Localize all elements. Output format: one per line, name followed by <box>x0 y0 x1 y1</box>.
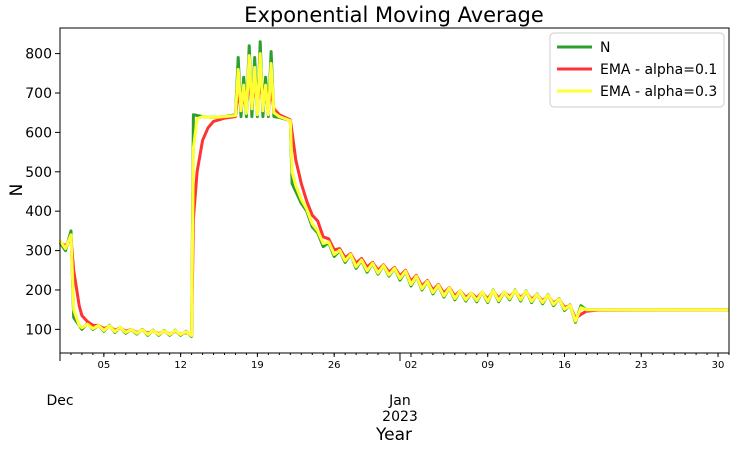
y-axis: 100 200 300 400 500 600 700 800 <box>25 47 60 338</box>
x-tick-label: 16 <box>558 360 571 371</box>
y-tick-label: 200 <box>25 283 52 299</box>
y-tick-label: 600 <box>25 125 52 141</box>
legend-label-3: EMA - alpha=0.3 <box>600 84 717 100</box>
x-tick-label: 09 <box>481 360 494 371</box>
x-tick-label: 12 <box>174 360 187 371</box>
y-axis-label: N <box>7 184 27 197</box>
x-major-tick-label: Dec <box>46 393 73 409</box>
plot-lines <box>58 40 730 338</box>
y-tick-label: 100 <box>25 322 52 338</box>
y-tick-label: 300 <box>25 244 52 260</box>
y-tick-label: 800 <box>25 47 52 63</box>
y-tick-label: 500 <box>25 165 52 181</box>
legend-frame <box>549 32 725 108</box>
chart-title: Exponential Moving Average <box>244 3 544 27</box>
legend-label-2: EMA - alpha=0.1 <box>600 62 717 78</box>
x-tick-label: 26 <box>328 360 341 371</box>
series-line-3 <box>58 52 729 338</box>
plot-frame <box>59 27 730 354</box>
legend: N EMA - alpha=0.1 EMA - alpha=0.3 <box>549 32 725 108</box>
x-axis-label: Year <box>375 425 412 445</box>
x-tick-label: 19 <box>251 360 264 371</box>
x-major-tick-label: Jan 2023 <box>382 393 418 425</box>
x-tick-label: 30 <box>712 360 725 371</box>
x-tick-label: 02 <box>405 360 418 371</box>
x-tick-label: 05 <box>98 360 111 371</box>
legend-label-1: N <box>600 40 610 56</box>
x-tick-label: 23 <box>635 360 648 371</box>
series-line-2 <box>59 77 730 337</box>
y-tick-label: 400 <box>25 204 52 220</box>
y-tick-label: 700 <box>25 86 52 102</box>
x-axis: 05 12 19 26 02 09 16 23 30 Dec Jan 2023 <box>46 353 730 425</box>
